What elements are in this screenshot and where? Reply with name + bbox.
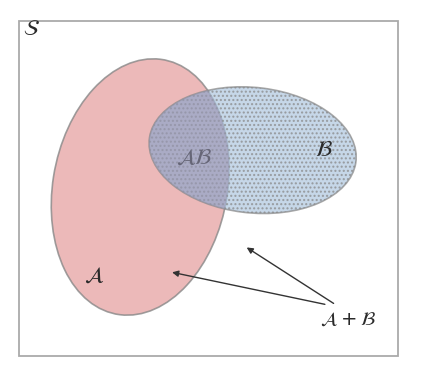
Text: $\mathcal{S}$: $\mathcal{S}$ [24, 18, 41, 40]
Text: $\mathcal{AB}$: $\mathcal{AB}$ [176, 147, 213, 169]
Ellipse shape [51, 59, 229, 315]
Ellipse shape [51, 59, 229, 315]
Text: $\mathcal{A}+\mathcal{B}$: $\mathcal{A}+\mathcal{B}$ [320, 311, 376, 329]
Text: $\mathcal{B}$: $\mathcal{B}$ [314, 139, 333, 161]
Text: $\mathcal{A}$: $\mathcal{A}$ [84, 264, 104, 286]
Ellipse shape [149, 87, 356, 214]
